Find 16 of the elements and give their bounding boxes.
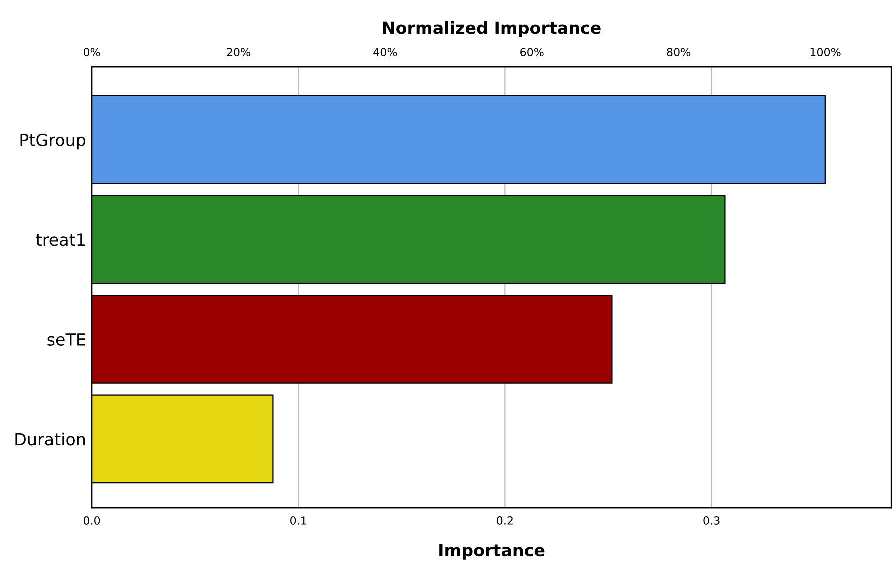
x2-tick-label: 0% xyxy=(84,48,100,57)
y-tick-label: PtGroup xyxy=(20,134,86,150)
x-tick-label: 0.2 xyxy=(497,516,513,525)
x-tick-label: 0.1 xyxy=(290,516,306,525)
x2-tick-label: 100% xyxy=(810,48,841,57)
y-tick-label: seTE xyxy=(48,334,86,346)
x2-tick-label: 80% xyxy=(667,48,691,57)
x2-tick-label: 60% xyxy=(520,48,544,57)
x-tick-label: 0.0 xyxy=(84,516,100,525)
y-tick-label: Duration xyxy=(16,432,86,446)
x2-tick-label: 20% xyxy=(227,48,250,57)
y-tick-label: treat1 xyxy=(36,234,85,246)
x2-axis-title: Normalized Importance xyxy=(383,21,601,38)
x-tick-label: 0.3 xyxy=(704,516,720,525)
x2-tick-label: 40% xyxy=(374,48,398,57)
x-axis-title: Importance xyxy=(440,544,545,560)
